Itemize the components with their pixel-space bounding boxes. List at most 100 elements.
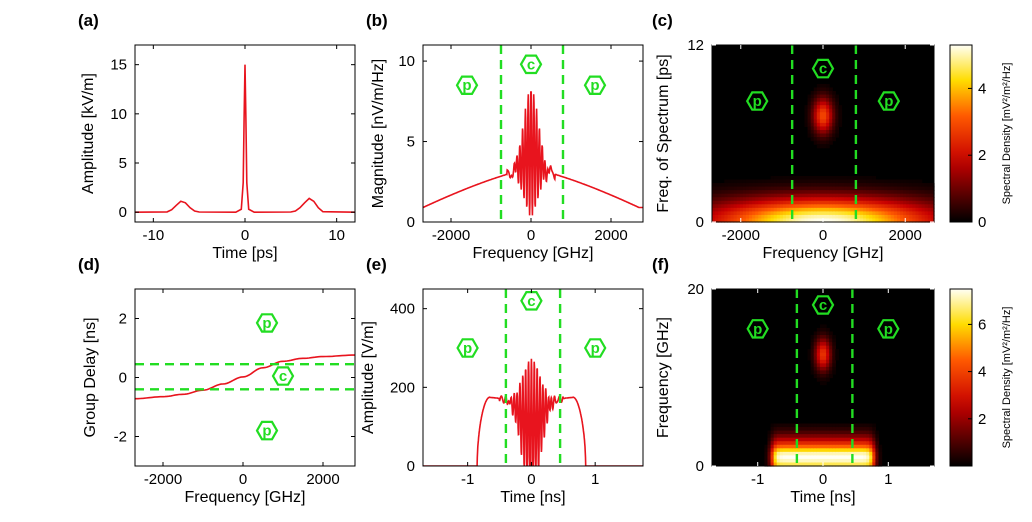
heatmap-cell: [823, 193, 827, 198]
heatmap-cell: [782, 186, 787, 191]
heatmap-cell: [850, 207, 855, 212]
heatmap-cell: [838, 434, 843, 439]
heatmap-cell: [915, 186, 920, 191]
heatmap-cell: [810, 462, 815, 467]
heatmap-cell: [727, 190, 732, 195]
heatmap-cell: [826, 87, 830, 92]
heatmap-cell: [764, 186, 769, 191]
heatmap-cell: [829, 444, 833, 449]
heatmap-cell: [829, 137, 833, 142]
heatmap-cell: [810, 126, 815, 131]
heatmap-cell: [801, 458, 806, 464]
heatmap-cell: [823, 126, 827, 131]
heatmap-cell: [776, 211, 781, 216]
heatmap-cell: [733, 193, 738, 198]
heatmap-cell: [739, 193, 744, 198]
heatmap-cell: [890, 190, 895, 195]
y-tick-label: 20: [687, 281, 704, 298]
heatmap-cell: [829, 363, 833, 368]
heatmap-cell: [915, 214, 920, 220]
heatmap-cell: [721, 186, 725, 191]
heatmap-cell: [835, 349, 840, 354]
heatmap-cell: [816, 119, 821, 124]
heatmap-cell: [749, 204, 753, 209]
heatmap-cell: [813, 98, 818, 103]
heatmap-cell: [764, 455, 769, 460]
heatmap-cell: [798, 186, 803, 191]
heatmap-cell: [770, 214, 775, 220]
heatmap-cell: [829, 370, 833, 375]
heatmap-cell: [816, 112, 821, 117]
region-marker-p-hexagon: [745, 91, 769, 111]
heatmap-cell: [826, 214, 830, 220]
heatmap-cell: [915, 183, 920, 188]
heatmap-cell: [767, 430, 772, 435]
heatmap-cell: [758, 183, 762, 188]
heatmap-cell: [832, 366, 836, 372]
heatmap-cell: [872, 427, 877, 432]
heatmap-cell: [921, 186, 926, 191]
heatmap-cell: [813, 108, 818, 113]
heatmap-cell: [829, 352, 833, 357]
heatmap-cell: [773, 427, 778, 432]
heatmap-cell: [881, 190, 886, 195]
heatmap-cell: [829, 359, 833, 364]
heatmap-cell: [906, 207, 910, 212]
heatmap-cell: [745, 214, 750, 220]
heatmap-cell: [773, 214, 778, 220]
heatmap-cell: [798, 444, 803, 449]
heatmap-cell: [850, 434, 855, 439]
heatmap-cell: [767, 204, 772, 209]
heatmap-cell: [816, 444, 821, 449]
heatmap-cell: [915, 200, 920, 205]
x-tick-label: 2000: [306, 471, 339, 488]
y-tick-label: 2: [119, 311, 127, 328]
heatmap-cell: [801, 183, 806, 188]
heatmap-cell: [715, 197, 719, 202]
heatmap-cell: [835, 455, 840, 460]
heatmap-cell: [897, 179, 901, 184]
heatmap-cell: [801, 214, 806, 220]
heatmap-cell: [804, 108, 809, 113]
heatmap-cell: [789, 462, 793, 467]
heatmap-cell: [930, 204, 935, 209]
heatmap-cell: [721, 193, 725, 198]
heatmap-cell: [773, 211, 778, 216]
heatmap-cell: [804, 423, 809, 428]
heatmap-cell: [773, 458, 778, 464]
y-tick-label: 0: [119, 370, 127, 387]
heatmap-cell: [761, 214, 766, 220]
heatmap-cell: [903, 214, 907, 220]
heatmap-cell: [819, 126, 824, 131]
heatmap-cell: [727, 207, 732, 212]
heatmap-cell: [835, 441, 840, 446]
heatmap-cell: [807, 430, 812, 435]
heatmap-cell: [847, 200, 852, 205]
heatmap-cell: [860, 183, 864, 188]
heatmap-cell: [823, 437, 827, 442]
heatmap-cell: [841, 204, 846, 209]
heatmap-cell: [816, 373, 821, 379]
heatmap-cell: [890, 186, 895, 191]
heatmap-cell: [795, 214, 799, 220]
heatmap-cell: [853, 204, 858, 209]
heatmap-cell: [813, 444, 818, 449]
heatmap-cell: [906, 186, 910, 191]
heatmap-cell: [829, 204, 833, 209]
heatmap-cell: [813, 91, 818, 96]
heatmap-cell: [860, 214, 864, 220]
heatmap-cell: [810, 455, 815, 460]
heatmap-cell: [792, 441, 796, 446]
heatmap-cell: [755, 218, 759, 223]
heatmap-cell: [798, 458, 803, 464]
heatmap-cell: [930, 207, 935, 212]
heatmap-cell: [792, 211, 796, 216]
heatmap-cell: [844, 190, 849, 195]
heatmap-cell: [844, 455, 849, 460]
heatmap-cell: [838, 183, 843, 188]
heatmap-cell: [816, 91, 821, 96]
colorbar-tick-label: 4: [978, 80, 986, 97]
heatmap-cell: [792, 444, 796, 449]
heatmap-cell: [767, 458, 772, 464]
heatmap-cell: [782, 211, 787, 216]
